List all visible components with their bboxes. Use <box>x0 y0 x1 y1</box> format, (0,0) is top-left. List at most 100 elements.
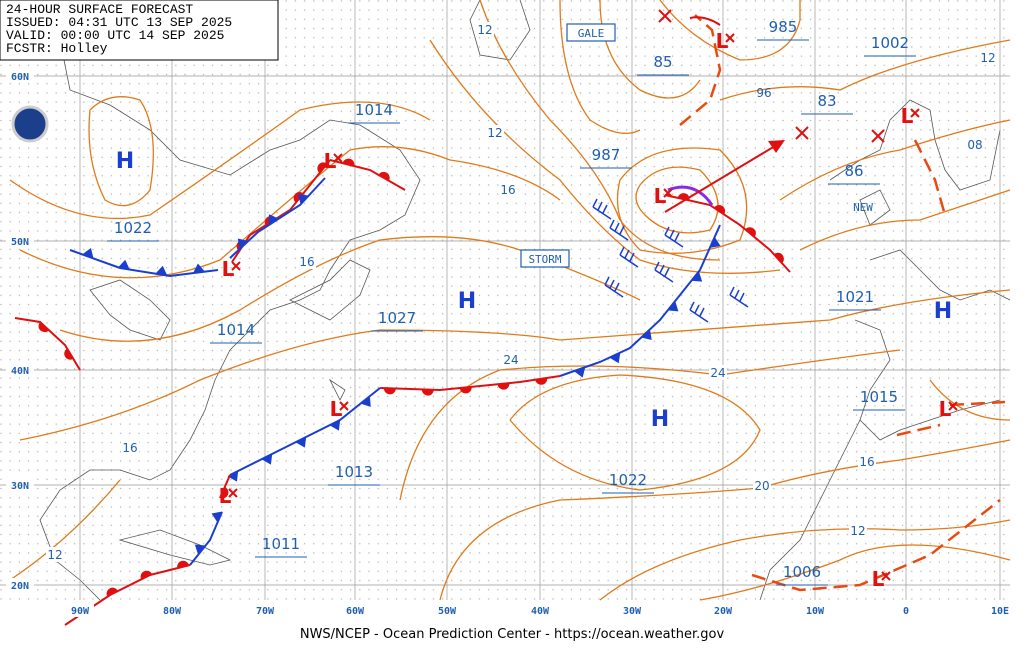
pressure-label: 1015 <box>860 388 898 406</box>
longitude-label-box <box>801 604 829 617</box>
isobar-label: 20 <box>754 479 769 493</box>
front-semicircle <box>342 158 355 167</box>
isobar <box>439 439 1011 601</box>
isobar-label-bg <box>858 454 876 469</box>
isobar-label: 08 <box>967 138 982 152</box>
front-triangle <box>82 247 94 259</box>
longitude-label-box <box>986 604 1014 617</box>
isobar <box>719 39 1011 101</box>
wind-barb <box>729 286 749 308</box>
coastlines <box>0 0 1011 601</box>
trough <box>896 423 941 437</box>
front-semicircle <box>378 171 390 181</box>
front-triangle <box>194 544 206 555</box>
low-position <box>231 261 241 271</box>
header-line: FCSTR: Holley <box>6 41 108 56</box>
isobar-label-bg <box>753 478 771 493</box>
front-semicircle <box>64 348 74 360</box>
front-triangle <box>193 263 205 274</box>
header-line: 24-HOUR SURFACE FORECAST <box>6 2 193 17</box>
isobar-label: 12 <box>477 23 492 37</box>
wind-barb <box>592 198 612 220</box>
low-center: L <box>872 567 885 591</box>
isobar-label-bg <box>298 254 316 269</box>
front-semicircle <box>714 205 726 215</box>
isobar-label: 24 <box>503 353 518 367</box>
wind-barb <box>689 301 709 323</box>
longitude-label: 90W <box>71 606 90 617</box>
isobar <box>429 39 781 274</box>
longitude-label: 40W <box>531 606 550 617</box>
pressure-label: 1022 <box>114 219 152 237</box>
isobar <box>659 0 801 61</box>
front-triangle <box>227 470 239 482</box>
front-semicircle <box>106 587 118 597</box>
isobar-label: 12 <box>980 51 995 65</box>
footer: NWS/NCEP - Ocean Prediction Center - htt… <box>300 627 725 642</box>
pressure-label: 1002 <box>871 34 909 52</box>
front-semicircle <box>383 388 396 395</box>
isobar <box>479 0 721 261</box>
high-center: H <box>651 407 669 432</box>
pressure-label: 1013 <box>335 463 373 481</box>
isobar-label-bg <box>499 182 517 197</box>
pressure-label: 1006 <box>783 563 821 581</box>
front-triangle <box>609 352 621 364</box>
isobar-label-bg <box>709 365 727 380</box>
forecast-position <box>795 126 809 140</box>
latitude-label: 60N <box>11 72 29 83</box>
isobar-label-bg <box>502 352 520 367</box>
front-triangle <box>298 193 309 205</box>
longitude-label-box <box>892 604 920 617</box>
warning-label: STORM <box>528 253 561 266</box>
front-triangle <box>211 511 223 523</box>
low-position <box>725 33 735 43</box>
longitude-label-box <box>341 604 369 617</box>
high-center: H <box>458 289 476 314</box>
isobar <box>616 147 748 254</box>
low-center: L <box>901 104 914 128</box>
warm-front <box>14 317 81 371</box>
longitude-label: 70W <box>256 606 275 617</box>
front-triangle <box>295 436 307 448</box>
front-triangle <box>641 329 652 341</box>
cold-front <box>69 249 219 278</box>
low-center: L <box>219 484 232 508</box>
cold-front <box>229 387 381 476</box>
front-semicircle <box>177 560 189 569</box>
low-center: L <box>654 184 667 208</box>
longitude-label: 0 <box>903 606 909 617</box>
longitude-label-box <box>66 604 94 617</box>
longitude-label: 10W <box>806 606 825 617</box>
latitude-label-box <box>6 478 34 491</box>
pressure-label: 1022 <box>609 471 647 489</box>
trough <box>679 14 722 126</box>
wind-barb <box>619 246 639 268</box>
front-semicircle <box>421 389 434 396</box>
isobar <box>88 96 154 207</box>
pressure-label: 96 <box>756 86 771 100</box>
isobar-label: 12 <box>850 524 865 538</box>
isobar-label: 12 <box>487 126 502 140</box>
low-center: L <box>330 397 343 421</box>
low-position <box>333 153 343 163</box>
latitude-label-box <box>6 234 34 247</box>
longitude-label-box <box>526 604 554 617</box>
isobar <box>9 479 121 581</box>
front-semicircle <box>535 377 548 385</box>
front-triangle <box>360 396 371 407</box>
front-triangle <box>237 238 249 250</box>
pressure-label: 85 <box>653 53 672 71</box>
pressure-label: 985 <box>769 18 798 36</box>
longitude-label-box <box>433 604 461 617</box>
pressure-label: 987 <box>592 146 621 164</box>
isobar <box>779 119 1011 201</box>
longitude-label: 20W <box>714 606 733 617</box>
longitude-label: 50W <box>438 606 457 617</box>
pressure-label: 1021 <box>836 288 874 306</box>
longitude-label-box <box>251 604 279 617</box>
front-semicircle <box>38 322 49 333</box>
low-position <box>339 401 349 411</box>
warning-label: GALE <box>578 27 605 40</box>
